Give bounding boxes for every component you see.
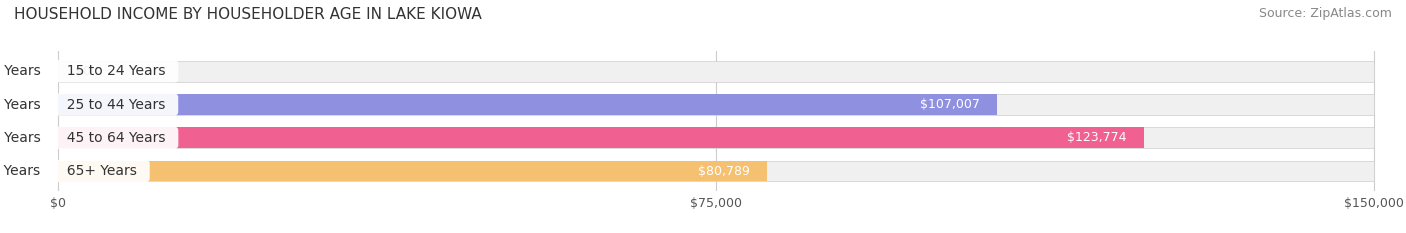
Bar — [58, 127, 1144, 148]
Bar — [58, 61, 1375, 82]
Text: $123,774: $123,774 — [1067, 131, 1126, 144]
Text: 45 to 64 Years: 45 to 64 Years — [58, 131, 174, 145]
Text: 65+ Years: 65+ Years — [58, 164, 146, 178]
Text: 25 to 44 Years: 25 to 44 Years — [58, 98, 174, 112]
Bar — [58, 94, 1375, 115]
Text: HOUSEHOLD INCOME BY HOUSEHOLDER AGE IN LAKE KIOWA: HOUSEHOLD INCOME BY HOUSEHOLDER AGE IN L… — [14, 7, 482, 22]
Bar — [58, 94, 997, 115]
Text: $107,007: $107,007 — [920, 98, 980, 111]
Text: 15 to 24 Years: 15 to 24 Years — [58, 64, 174, 78]
Text: $0: $0 — [76, 65, 91, 78]
Text: 45 to 64 Years: 45 to 64 Years — [0, 131, 41, 145]
Bar — [58, 127, 1375, 148]
Bar — [58, 161, 1375, 182]
Text: 15 to 24 Years: 15 to 24 Years — [0, 64, 41, 78]
Text: 65+ Years: 65+ Years — [0, 164, 41, 178]
Text: 25 to 44 Years: 25 to 44 Years — [0, 98, 41, 112]
Text: $80,789: $80,789 — [697, 164, 749, 178]
Text: Source: ZipAtlas.com: Source: ZipAtlas.com — [1258, 7, 1392, 20]
Bar — [58, 161, 766, 182]
